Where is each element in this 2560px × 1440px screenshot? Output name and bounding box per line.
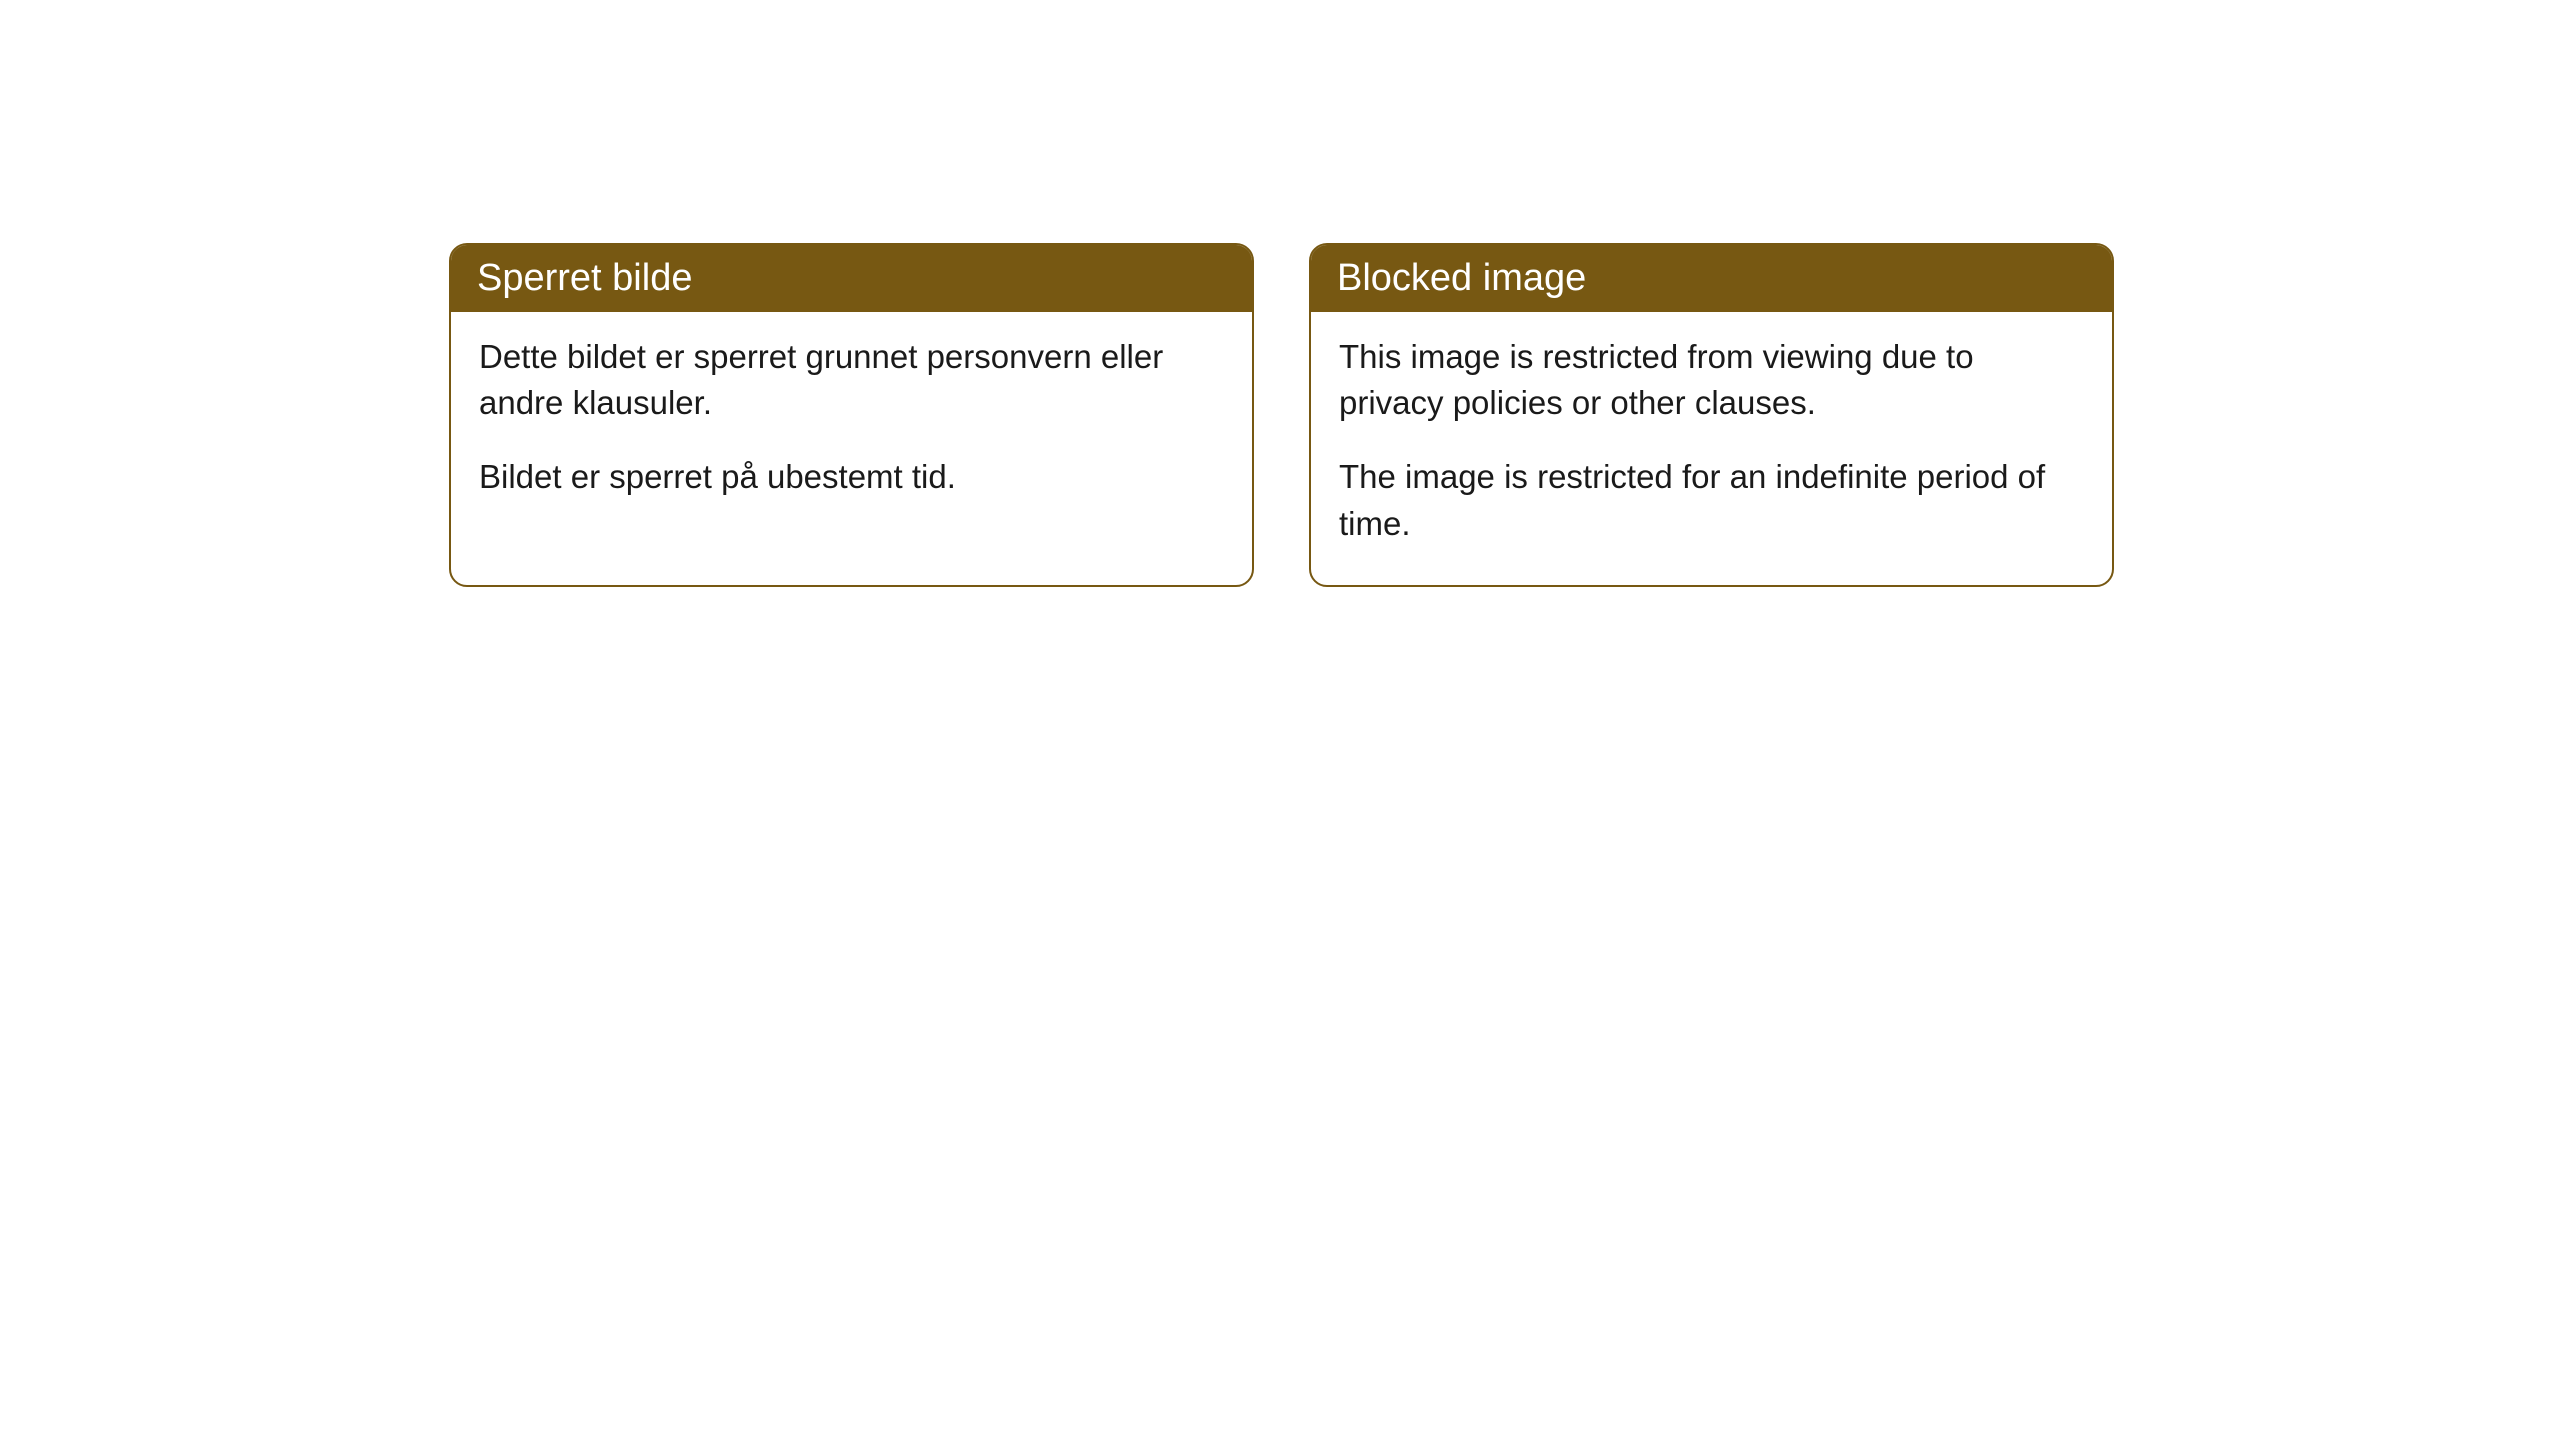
cards-container: Sperret bilde Dette bildet er sperret gr…: [449, 243, 2114, 587]
card-header-norwegian: Sperret bilde: [451, 245, 1252, 312]
card-header-english: Blocked image: [1311, 245, 2112, 312]
card-english: Blocked image This image is restricted f…: [1309, 243, 2114, 587]
card-body-english: This image is restricted from viewing du…: [1311, 312, 2112, 585]
card-paragraph-1: Dette bildet er sperret grunnet personve…: [479, 334, 1224, 426]
card-paragraph-2: The image is restricted for an indefinit…: [1339, 454, 2084, 546]
card-body-norwegian: Dette bildet er sperret grunnet personve…: [451, 312, 1252, 539]
card-norwegian: Sperret bilde Dette bildet er sperret gr…: [449, 243, 1254, 587]
card-paragraph-1: This image is restricted from viewing du…: [1339, 334, 2084, 426]
card-paragraph-2: Bildet er sperret på ubestemt tid.: [479, 454, 1224, 500]
